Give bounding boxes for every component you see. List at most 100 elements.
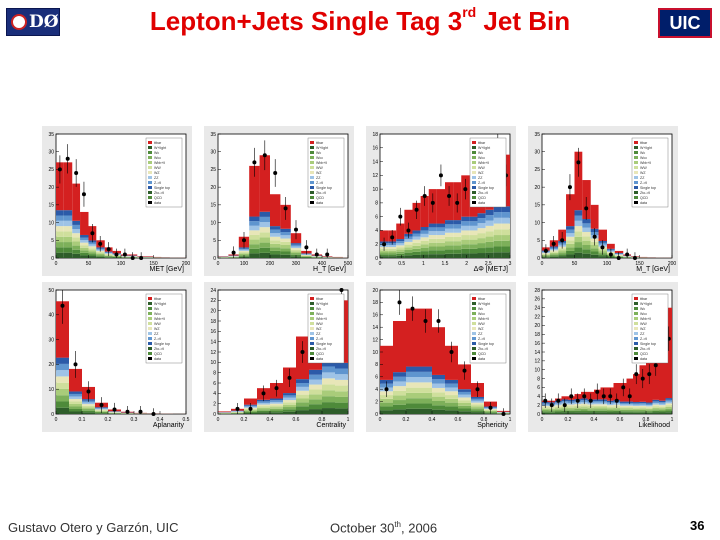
date-sup: th (394, 520, 401, 529)
bar-bg-17-4 (652, 406, 659, 408)
plot-panel-ht: ttbar W+light Wc Wcc Wbb+ll WW WZ ZZ Z->ll Single… (204, 126, 354, 276)
y-tick-label-1: 2 (375, 399, 378, 405)
x-tick-label-0: 0 (217, 261, 220, 267)
bar-bg-1-8 (393, 372, 406, 377)
legend-swatch-0 (634, 297, 638, 300)
bar-bg-5-6 (420, 233, 429, 238)
x-tick-label-0: 0 (379, 261, 382, 267)
bar-bg-8-1 (445, 249, 454, 254)
y-tick-label-4: 8 (375, 201, 378, 207)
legend-swatch-2 (148, 151, 152, 154)
legend-label-2: Wc (316, 151, 321, 155)
bar-bg-2-0 (555, 412, 562, 414)
legend-swatch-10 (310, 191, 314, 194)
legend-swatch-12 (310, 357, 314, 360)
bar-bg-6-8 (280, 228, 291, 233)
bar-bg-8-0 (322, 408, 335, 414)
bar-bg-3-5 (257, 404, 270, 407)
legend-label-3: Wcc (316, 312, 323, 316)
bar-bg-7-7 (309, 374, 322, 380)
bar-bg-19-2 (665, 408, 672, 411)
bar-bg-4-1 (574, 247, 583, 253)
y-tick-label-0: 0 (375, 412, 378, 418)
bar-bg-4-2 (270, 408, 283, 411)
legend-label-1: W+light (640, 146, 652, 150)
bar-bg-12-0 (620, 412, 627, 414)
bar-bg-4-2 (574, 242, 583, 248)
legend-label-11: QCD (154, 196, 162, 200)
bar-bg-9-0 (453, 253, 462, 258)
bar-bg-5-2 (445, 402, 458, 407)
bar-bg-3-0 (419, 408, 432, 414)
legend-swatch-12 (634, 201, 638, 204)
bar-bg-1-1 (548, 411, 555, 413)
bar-bg-3-8 (80, 234, 89, 238)
bar-bg-10-4 (607, 406, 614, 409)
legend-label-7: ZZ (154, 332, 159, 336)
bar-bg-3-3 (249, 239, 260, 245)
bar-signal-1 (393, 321, 406, 373)
bar-signal-4 (259, 155, 270, 212)
bar-bg-4-6 (88, 244, 97, 247)
bar-bg-5-4 (445, 395, 458, 399)
bar-bg-8-0 (301, 257, 312, 258)
data-point-10 (625, 252, 630, 257)
bar-bg-2-8 (72, 220, 81, 225)
x-tick-label-0: 0 (541, 417, 544, 423)
bar-bg-3-2 (80, 250, 89, 253)
data-point-6 (592, 234, 597, 239)
legend-label-11: QCD (316, 196, 324, 200)
bar-bg-4-3 (568, 407, 575, 410)
bar-bg-4-1 (412, 251, 421, 255)
bar-bg-8-5 (594, 404, 601, 406)
bar-bg-8-7 (594, 401, 601, 403)
data-point-7 (475, 387, 480, 392)
bar-bg-2-4 (82, 405, 95, 408)
data-point-6 (294, 227, 298, 232)
legend-swatch-3 (148, 312, 152, 315)
bar-bg-4-7 (432, 379, 445, 384)
bar-bg-6-1 (458, 408, 471, 412)
bar-bg-4-3 (574, 236, 583, 243)
legend-swatch-5 (310, 166, 314, 169)
legend-label-7: ZZ (316, 332, 321, 336)
bar-bg-3-2 (249, 244, 260, 249)
y-tick-label-5: 25 (534, 167, 540, 173)
bar-bg-8-2 (594, 409, 601, 411)
data-point-8 (122, 252, 127, 257)
bar-bg-5-7 (283, 395, 296, 398)
data-point-7 (151, 412, 156, 416)
legend-swatch-4 (634, 161, 638, 164)
y-tick-label-2: 10 (534, 220, 540, 226)
legend-label-7: ZZ (478, 332, 483, 336)
bar-bg-14-3 (633, 408, 640, 411)
bar-bg-13-0 (626, 412, 633, 414)
slide-header: DØ Lepton+Jets Single Tag 3rd Jet Bin UI… (0, 0, 720, 50)
y-tick-label-7: 35 (210, 132, 216, 138)
bar-bg-8-5 (301, 254, 312, 256)
bar-signal-5 (445, 345, 458, 380)
y-tick-label-10: 20 (534, 323, 540, 329)
bar-bg-5-7 (582, 223, 591, 228)
bar-bg-3-4 (404, 244, 413, 248)
bar-bg-4-3 (412, 245, 421, 249)
bar-bg-9-4 (614, 255, 624, 256)
bar-bg-2-5 (238, 250, 250, 253)
bar-bg-2-3 (72, 241, 81, 246)
data-point-0 (384, 387, 389, 392)
legend-label-6: WZ (154, 327, 160, 331)
bar-bg-7-1 (471, 410, 484, 413)
y-tick-label-0: 0 (51, 412, 54, 418)
bar-bg-6-0 (428, 254, 437, 258)
bar-bg-2-5 (406, 382, 419, 388)
bar-bg-5-5 (283, 400, 296, 403)
y-tick-label-6: 12 (210, 350, 216, 356)
bar-bg-3-1 (249, 248, 260, 254)
legend-swatch-11 (634, 352, 638, 355)
bar-bg-3-3 (404, 247, 413, 250)
y-tick-label-3: 6 (537, 385, 540, 391)
data-point-5 (422, 194, 427, 198)
bar-bg-10-5 (607, 405, 614, 407)
legend-label-5: WW (154, 322, 161, 326)
bar-bg-3-7 (566, 229, 575, 234)
